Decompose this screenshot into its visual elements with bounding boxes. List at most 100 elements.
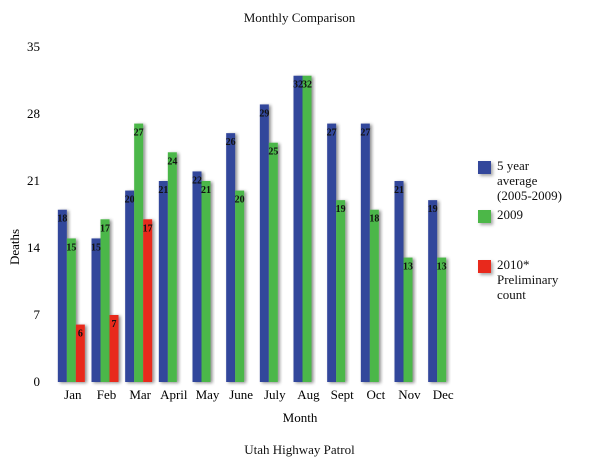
bar-group: 18 15 6 bbox=[57, 209, 85, 382]
x-tick-label: April bbox=[160, 387, 188, 402]
legend-swatch-blue bbox=[478, 161, 491, 174]
x-tick-label: May bbox=[196, 387, 220, 402]
bar-group: 27 18 bbox=[360, 123, 379, 383]
bar-value-label: 25 bbox=[268, 147, 278, 158]
bar-value-label: 18 bbox=[57, 214, 67, 225]
bar bbox=[75, 324, 85, 382]
y-axis-label: Deaths bbox=[7, 229, 22, 265]
x-tick-label: Aug bbox=[297, 387, 320, 402]
legend: 5 year average (2005-2009) 2009 2010* Pr… bbox=[478, 158, 596, 302]
bar-value-label: 21 bbox=[394, 185, 404, 196]
bar bbox=[428, 200, 438, 382]
bar-value-label: 22 bbox=[192, 175, 202, 186]
bar bbox=[336, 200, 346, 382]
bar bbox=[293, 75, 303, 382]
bar bbox=[437, 257, 447, 382]
bar bbox=[302, 75, 312, 382]
bar-value-label: 20 bbox=[125, 195, 135, 206]
bar bbox=[143, 219, 153, 382]
bar bbox=[91, 238, 101, 382]
bar bbox=[192, 171, 202, 382]
bar-value-label: 21 bbox=[158, 185, 168, 196]
bar-value-label: 6 bbox=[78, 329, 83, 340]
bar bbox=[100, 219, 110, 382]
bar-value-label: 19 bbox=[336, 204, 346, 215]
bar bbox=[125, 190, 135, 382]
bar-group: 27 19 bbox=[327, 123, 346, 383]
bar bbox=[394, 181, 404, 382]
bar bbox=[57, 209, 67, 382]
bar-value-label: 19 bbox=[428, 204, 438, 215]
bar-value-label: 29 bbox=[259, 108, 269, 119]
bar-value-label: 20 bbox=[235, 195, 245, 206]
x-tick-label: Jan bbox=[64, 387, 82, 402]
x-tick-label: July bbox=[264, 387, 286, 402]
legend-label: 2010* Preliminary count bbox=[497, 257, 559, 302]
bar-value-label: 27 bbox=[360, 128, 370, 139]
bar-group: 26 20 bbox=[226, 133, 245, 382]
bar-value-label: 15 bbox=[66, 242, 76, 253]
x-tick-label: Oct bbox=[366, 387, 385, 402]
x-tick-label: Dec bbox=[433, 387, 454, 402]
bar-value-label: 13 bbox=[437, 262, 447, 273]
bar-value-label: 24 bbox=[167, 156, 177, 167]
bar bbox=[259, 104, 269, 382]
legend-swatch-red bbox=[478, 260, 491, 273]
bar bbox=[369, 209, 379, 382]
bar bbox=[360, 123, 370, 383]
x-axis-label: Month bbox=[283, 410, 318, 425]
bar-group: 20 27 17 bbox=[125, 123, 153, 383]
bar bbox=[158, 181, 168, 382]
bar bbox=[201, 181, 211, 382]
legend-label: 2009 bbox=[497, 207, 523, 222]
x-tick-label: Nov bbox=[398, 387, 421, 402]
x-tick-label: Mar bbox=[129, 387, 151, 402]
bar-value-label: 32 bbox=[293, 80, 303, 91]
bar-value-label: 32 bbox=[302, 80, 312, 91]
y-tick-label: 14 bbox=[27, 240, 41, 255]
y-tick-label: 0 bbox=[34, 374, 41, 389]
legend-item-2010: 2010* Preliminary count bbox=[478, 257, 596, 302]
legend-swatch-green bbox=[478, 210, 491, 223]
y-tick-label: 21 bbox=[27, 173, 40, 188]
y-tick-label: 28 bbox=[27, 106, 40, 121]
x-tick-label: Sept bbox=[331, 387, 355, 402]
bar bbox=[134, 123, 144, 383]
bar bbox=[109, 315, 119, 382]
bar-value-label: 17 bbox=[143, 223, 153, 234]
chart-title: Monthly Comparison bbox=[243, 10, 356, 25]
bar-value-label: 15 bbox=[91, 242, 101, 253]
legend-item-2009: 2009 bbox=[478, 207, 596, 223]
x-axis: Jan Feb Mar April May June July Aug Sept Oct Nov De… bbox=[64, 387, 454, 402]
bar-group: 21 13 bbox=[394, 181, 413, 382]
bar-value-label: 27 bbox=[327, 128, 337, 139]
bar-group: 21 24 bbox=[158, 152, 177, 382]
bar-value-label: 21 bbox=[201, 185, 211, 196]
bar-value-label: 26 bbox=[226, 137, 236, 148]
bar-group: 32 32 bbox=[293, 75, 312, 382]
bar bbox=[226, 133, 236, 382]
bar bbox=[66, 238, 76, 382]
bar bbox=[403, 257, 413, 382]
legend-label: 5 year average (2005-2009) bbox=[497, 158, 562, 203]
bar-value-label: 18 bbox=[369, 214, 379, 225]
bar-group: 15 17 7 bbox=[91, 219, 119, 382]
y-tick-label: 7 bbox=[34, 307, 41, 322]
bar-value-label: 17 bbox=[100, 223, 110, 234]
bar bbox=[235, 190, 245, 382]
bar bbox=[327, 123, 337, 383]
bar-value-label: 13 bbox=[403, 262, 413, 273]
x-tick-label: Feb bbox=[97, 387, 117, 402]
bar bbox=[268, 142, 278, 382]
chart-footer: Utah Highway Patrol bbox=[244, 442, 355, 457]
bar-value-label: 7 bbox=[112, 319, 117, 330]
bar bbox=[167, 152, 177, 382]
bar-value-label: 27 bbox=[134, 128, 144, 139]
y-axis: 0 7 14 21 28 35 bbox=[27, 39, 41, 389]
y-tick-label: 35 bbox=[27, 39, 40, 54]
bar-group: 29 25 bbox=[259, 104, 278, 382]
